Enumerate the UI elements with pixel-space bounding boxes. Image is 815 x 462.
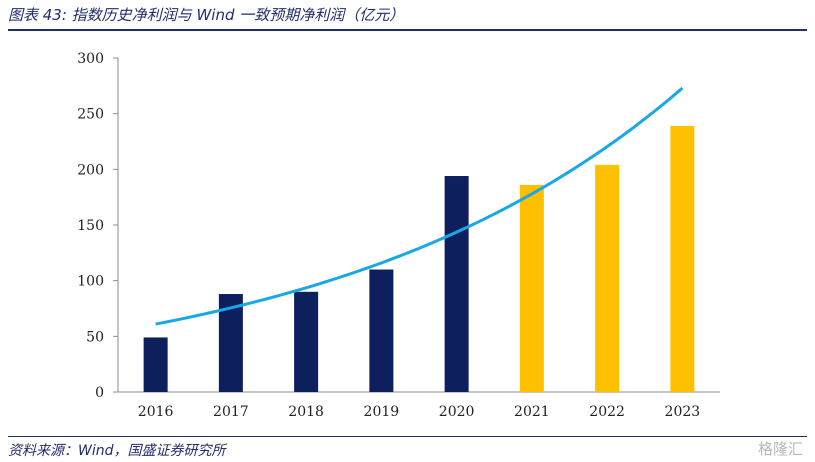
y-tick-label: 100 xyxy=(77,274,104,290)
x-tick-label: 2019 xyxy=(364,404,400,420)
x-tick-label: 2022 xyxy=(589,404,625,420)
watermark-logo: 格隆汇 xyxy=(757,440,803,458)
x-tick-label: 2020 xyxy=(439,404,475,420)
x-tick-label: 2018 xyxy=(288,404,324,420)
bar-2023 xyxy=(670,125,695,392)
y-tick-label: 250 xyxy=(77,107,104,123)
trendline xyxy=(155,86,684,326)
bar-2020 xyxy=(444,176,469,392)
x-tick-label: 2021 xyxy=(514,404,550,420)
x-tick-label: 2023 xyxy=(665,404,701,420)
y-tick-label: 150 xyxy=(77,218,104,234)
chart-title: 图表 43: 指数历史净利润与 Wind 一致预期净利润（亿元） xyxy=(8,6,405,24)
y-tick-label: 0 xyxy=(95,385,104,401)
bar-2016 xyxy=(143,337,168,392)
x-tick-label: 2017 xyxy=(213,404,249,420)
y-tick-label: 50 xyxy=(86,329,104,345)
bar-2018 xyxy=(294,291,319,392)
chart: 0 50 100 150 200 250 300 2016 2017 2018 2019 2020 20… xyxy=(77,51,720,420)
source-note: 资料来源：Wind，国盛证券研究所 xyxy=(8,443,226,459)
bar-2022 xyxy=(595,164,620,392)
x-tick-label: 2016 xyxy=(138,404,174,420)
y-tick-label: 300 xyxy=(77,51,104,67)
y-tick-label: 200 xyxy=(77,162,104,178)
source-divider xyxy=(8,436,807,437)
bar-2021 xyxy=(519,184,544,392)
title-divider xyxy=(8,29,807,31)
bar-2019 xyxy=(369,269,394,392)
